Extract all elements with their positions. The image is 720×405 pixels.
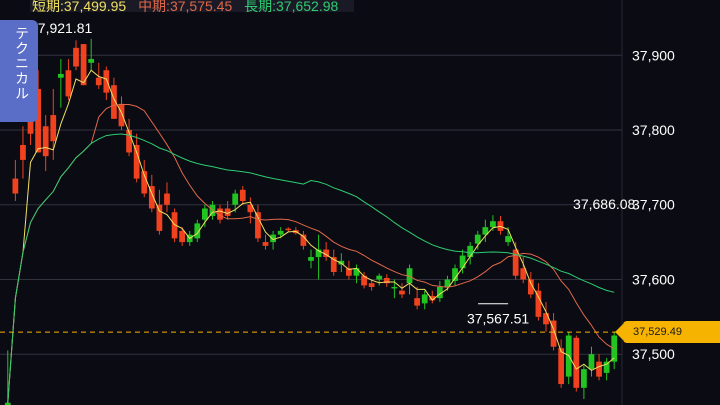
price-annotation: 37,567.51 [467, 311, 529, 327]
candle-body [429, 295, 436, 301]
candle-body [421, 294, 428, 304]
candle-body [512, 249, 519, 276]
long-ma-line [7, 133, 615, 403]
candle-body [573, 337, 580, 388]
y-tick-label: 37,700 [632, 197, 675, 213]
y-tick-label: 37,900 [632, 47, 675, 63]
candle-body [543, 313, 549, 325]
y-tick-label: 37,600 [632, 271, 675, 287]
current-price-label: 37,529.49 [633, 326, 682, 338]
candle-body [474, 234, 481, 244]
price-annotation: 37,921.81 [30, 20, 92, 36]
candle-body [376, 275, 383, 280]
candle-body [111, 85, 117, 119]
candle-body [596, 361, 602, 377]
candle-body [550, 320, 557, 347]
short-ma-legend: 短期:37,499.95 [32, 0, 127, 14]
current-price-badge: 37,529.49 [615, 321, 720, 343]
candle-body [179, 230, 186, 243]
mid-ma-legend: 中期:37,575.45 [138, 0, 233, 14]
candle-body [57, 73, 64, 78]
candle-body [80, 44, 87, 86]
candle-body [126, 130, 132, 153]
moving-average-legend: 短期:37,499.95 中期:37,575.45 長期:37,652.98 [30, 0, 355, 14]
candle-body [535, 290, 542, 317]
candle-body [20, 144, 26, 160]
candle-body [353, 268, 360, 276]
candle-body [338, 260, 345, 265]
candle-body [224, 208, 231, 216]
candle-body [141, 171, 148, 194]
candle-body [35, 88, 41, 153]
candle-body [490, 221, 496, 228]
technical-tab[interactable]: テクニカル [0, 20, 38, 122]
candle-body [95, 77, 102, 86]
candle-body [444, 279, 451, 287]
candle-body [603, 361, 610, 373]
candle-body [414, 298, 421, 306]
candle-body [346, 268, 352, 276]
candle-body [232, 193, 239, 205]
candle-body [12, 178, 19, 194]
candle-body [148, 186, 155, 209]
candle-body [42, 126, 49, 157]
y-tick-label: 37,500 [632, 346, 675, 362]
candle-body [399, 290, 405, 295]
candle-body [4, 402, 11, 405]
candle-body [308, 257, 314, 261]
candle-body [133, 144, 140, 179]
candle-body [452, 268, 458, 281]
candle-body [118, 103, 125, 127]
candle-body [368, 283, 375, 287]
candle-body [383, 277, 390, 284]
candle-body [588, 354, 595, 370]
candle-body [285, 228, 292, 231]
candle-body [505, 236, 511, 243]
short-ma-line [7, 69, 615, 403]
candle-body [300, 234, 307, 246]
candle-body [255, 212, 261, 239]
candle-body [156, 204, 163, 231]
candle-body [361, 275, 367, 286]
technical-tab-label: テクニカル [14, 26, 30, 101]
price-annotation: 37,686.08 [573, 196, 635, 212]
candle-body [581, 369, 587, 388]
candle-body [330, 257, 337, 272]
candle-body [277, 230, 284, 235]
candle-body [201, 208, 208, 220]
candle-body [50, 115, 57, 142]
candle-body [73, 47, 79, 67]
candle-body [527, 279, 534, 295]
mid-ma-line [7, 104, 615, 403]
candle-body [270, 234, 276, 243]
candle-body [103, 70, 110, 93]
candle-body [436, 286, 443, 299]
candle-body [262, 242, 269, 246]
candle-body [171, 212, 178, 239]
candle-body [323, 249, 330, 258]
candle-body [164, 193, 170, 205]
long-ma-legend: 長期:37,652.98 [244, 0, 339, 14]
candle-body [459, 255, 466, 269]
candle-body [239, 189, 246, 202]
candle-body [482, 227, 489, 235]
candle-body [558, 348, 565, 385]
y-tick-label: 37,800 [632, 122, 675, 138]
candle-body [217, 208, 223, 220]
candle-body [315, 249, 322, 258]
candle-body [65, 70, 72, 97]
candle-body [194, 223, 201, 239]
candle-body [391, 286, 398, 289]
candle-body [520, 268, 527, 280]
candle-body [247, 204, 254, 213]
candle-body [467, 245, 474, 258]
candle-body [88, 59, 95, 63]
